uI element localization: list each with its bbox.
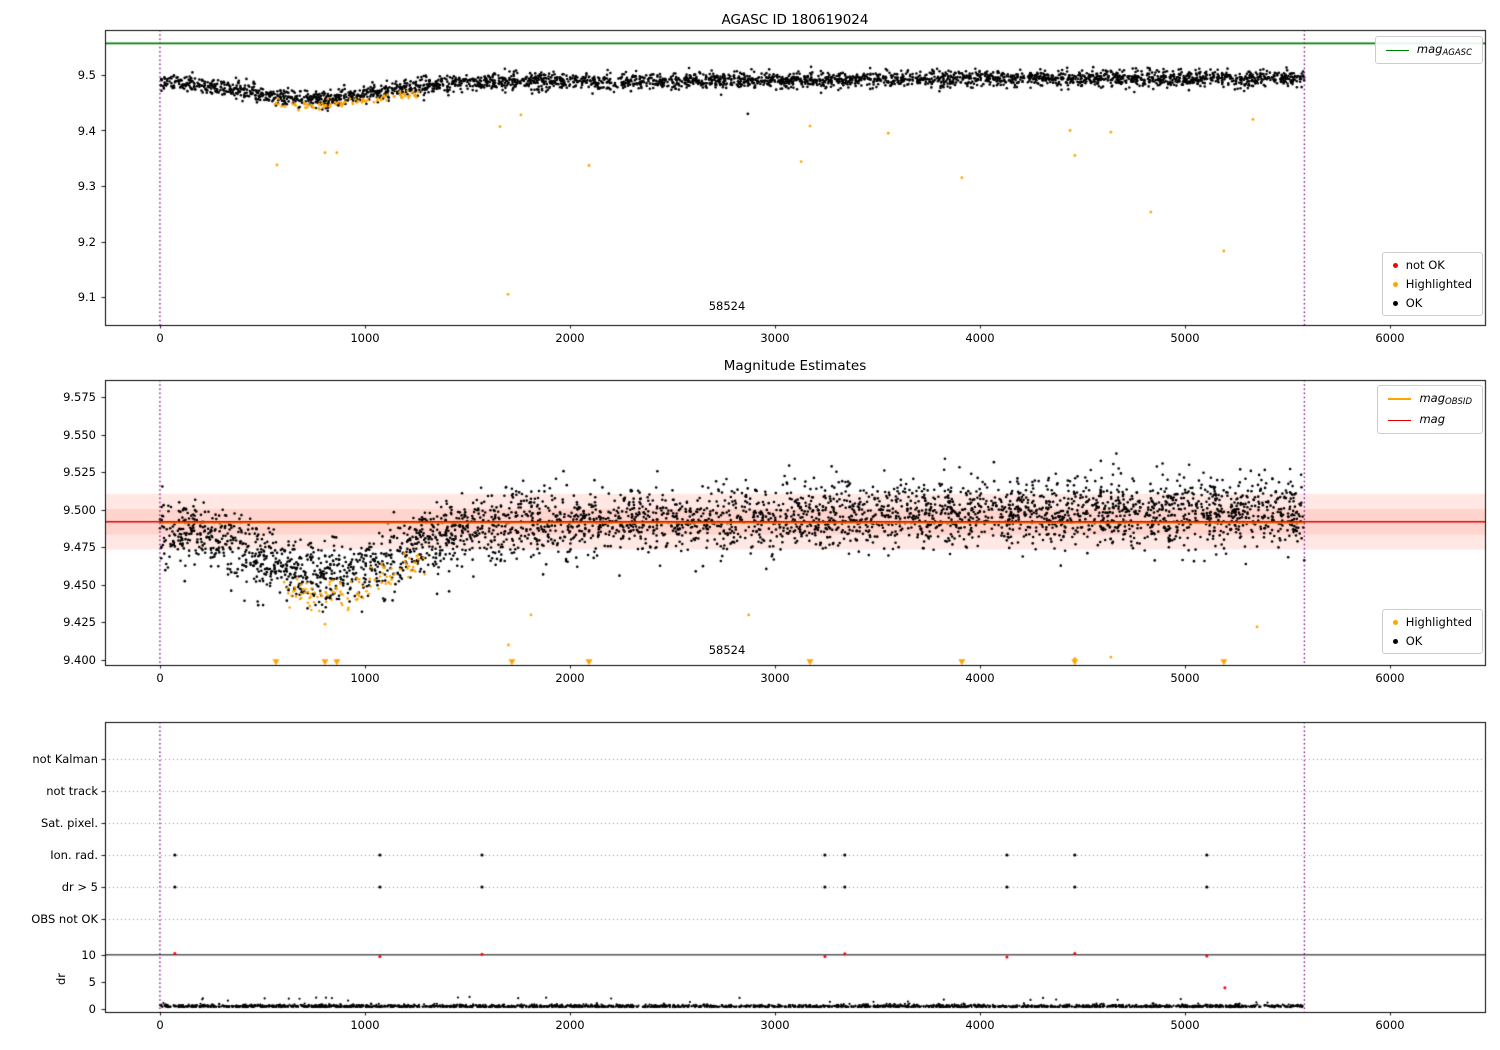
plot1-xtick-label: 1000 <box>350 331 380 345</box>
plot1-obsid-annotation: 58524 <box>708 299 746 313</box>
legend-row: mag <box>1388 412 1472 428</box>
plot1-xtick-label: 3000 <box>760 331 790 345</box>
legend-label: OK <box>1405 634 1423 648</box>
mag-agasc-line-sample <box>1385 49 1409 51</box>
plot3-xtick-label: 5000 <box>1170 1018 1200 1032</box>
plot1-xtick-label: 6000 <box>1375 331 1405 345</box>
plot2-ytick-label: 9.525 <box>63 465 96 479</box>
plot1-title: AGASC ID 180619024 <box>721 12 869 28</box>
plot2-obsid-annotation: 58524 <box>708 643 746 657</box>
legend-label: not OK <box>1405 258 1445 272</box>
plot1-xtick-label: 0 <box>156 331 164 345</box>
not-ok-marker <box>1392 262 1398 268</box>
plot2-ytick-label: 9.475 <box>63 540 96 554</box>
plot3-xtick-label: 1000 <box>350 1018 380 1032</box>
legend-label: magAGASC <box>1417 42 1472 58</box>
flag-category-label: not Kalman <box>32 752 98 766</box>
plot3-xtick-label: 6000 <box>1375 1018 1405 1032</box>
legend-label: OK <box>1405 296 1423 310</box>
legend-row: OK <box>1392 296 1472 310</box>
plot2-title: Magnitude Estimates <box>723 358 867 374</box>
plot1-legend-top: magAGASC <box>1374 36 1483 64</box>
flag-category-label: Ion. rad. <box>50 848 98 862</box>
legend-label-main: mag <box>1416 42 1443 56</box>
plot2-ytick-label: 9.500 <box>63 503 96 517</box>
legend-label-sub: OBSID <box>1445 397 1472 407</box>
mag-line-sample <box>1388 419 1412 421</box>
plot3-xtick-label: 4000 <box>965 1018 995 1032</box>
legend-row: not OK <box>1392 258 1472 272</box>
legend-label: Highlighted <box>1405 615 1472 629</box>
plot1-ytick-label: 9.4 <box>77 124 96 138</box>
legend-label-main: mag <box>1419 412 1446 426</box>
plot2-xtick-label: 0 <box>156 671 164 685</box>
plot1-xtick-label: 2000 <box>555 331 585 345</box>
ok-marker <box>1392 300 1398 306</box>
legend-label-main: mag <box>1419 391 1446 405</box>
flag-category-label: not track <box>46 784 98 798</box>
legend-row: magAGASC <box>1385 42 1472 58</box>
legend-row: magOBSID <box>1388 391 1472 407</box>
plot1-ytick-label: 9.3 <box>77 179 96 193</box>
plot1-ytick-label: 9.1 <box>77 290 96 304</box>
plot2-xtick-label: 4000 <box>965 671 995 685</box>
legend-row: Highlighted <box>1392 615 1472 629</box>
legend-label: magOBSID <box>1419 391 1472 407</box>
dr-ytick-label: 10 <box>81 948 96 962</box>
plot2-ytick-label: 9.550 <box>63 428 96 442</box>
ok-marker <box>1392 638 1398 644</box>
plot1-ytick-label: 9.2 <box>77 235 96 249</box>
dr-ytick-label: 0 <box>88 1002 96 1016</box>
dr-axis-label: dr <box>54 972 68 986</box>
flag-category-label: dr > 5 <box>61 880 98 894</box>
plot2-ytick-label: 9.575 <box>63 390 96 404</box>
plot3-xtick-label: 0 <box>156 1018 164 1032</box>
plot1-xtick-label: 5000 <box>1170 331 1200 345</box>
plot2-xtick-label: 2000 <box>555 671 585 685</box>
plot1-ytick-label: 9.5 <box>77 68 96 82</box>
plot2-ytick-label: 9.425 <box>63 615 96 629</box>
mag-obsid-line-sample <box>1388 398 1412 400</box>
legend-label: mag <box>1419 412 1445 428</box>
plot2-xtick-label: 6000 <box>1375 671 1405 685</box>
plot1-xtick-label: 4000 <box>965 331 995 345</box>
flag-category-label: Sat. pixel. <box>40 816 98 830</box>
plot3-xtick-label: 2000 <box>555 1018 585 1032</box>
dr-ytick-label: 5 <box>88 975 96 989</box>
plot2-xtick-label: 1000 <box>350 671 380 685</box>
legend-label-sub: AGASC <box>1442 48 1472 58</box>
flag-category-label: OBS not OK <box>31 912 98 926</box>
highlighted-marker <box>1392 619 1398 625</box>
highlighted-marker <box>1392 281 1398 287</box>
plot2-ytick-label: 9.400 <box>63 653 96 667</box>
legend-row: Highlighted <box>1392 277 1472 291</box>
plot2-legend-top: magOBSID mag <box>1377 385 1483 434</box>
plot2-xtick-label: 3000 <box>760 671 790 685</box>
plot3-xtick-label: 3000 <box>760 1018 790 1032</box>
plot2-ytick-label: 9.450 <box>63 578 96 592</box>
plot2-legend-bottom: Highlighted OK <box>1381 609 1483 654</box>
plot1-legend-bottom: not OK Highlighted OK <box>1381 252 1483 316</box>
legend-row: OK <box>1392 634 1472 648</box>
legend-label: Highlighted <box>1405 277 1472 291</box>
plot2-xtick-label: 5000 <box>1170 671 1200 685</box>
